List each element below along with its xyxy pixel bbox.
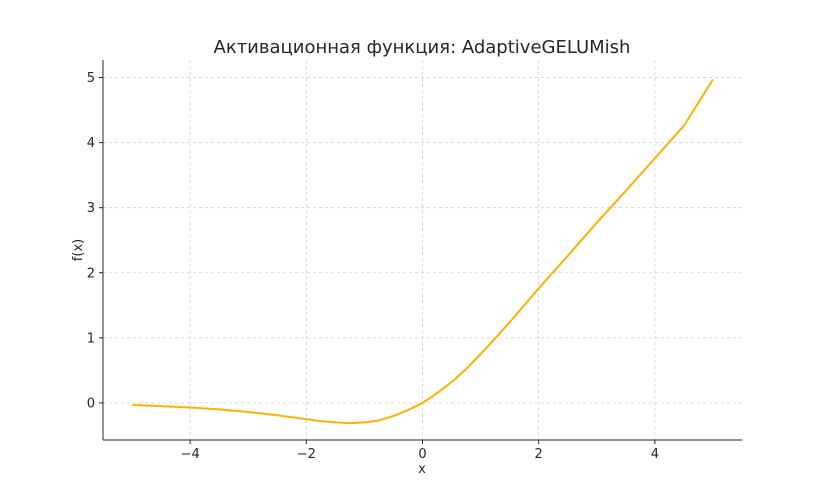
y-tick-label: 5 (87, 71, 95, 86)
y-tick-label: 3 (87, 201, 95, 216)
x-tick-label: 4 (651, 447, 659, 462)
y-tick-label: 1 (87, 331, 95, 346)
series-line (132, 78, 714, 425)
y-tick-label: 2 (87, 266, 95, 281)
x-tick-label: −2 (297, 447, 316, 462)
y-tick-label: 4 (87, 136, 95, 151)
grid-layer (103, 60, 742, 440)
y-axis-label: f(x) (71, 239, 86, 261)
x-axis-label: x (418, 462, 426, 477)
y-tick-label: 0 (87, 396, 95, 411)
x-tick-label: 0 (418, 447, 426, 462)
x-tick-label: −4 (181, 447, 200, 462)
chart-title: Активационная функция: AdaptiveGELUMish (214, 37, 631, 58)
ticks-layer: −4 −2 0 2 4 0 1 2 3 4 5 (87, 71, 659, 462)
series-layer (132, 78, 714, 425)
x-tick-label: 2 (535, 447, 543, 462)
